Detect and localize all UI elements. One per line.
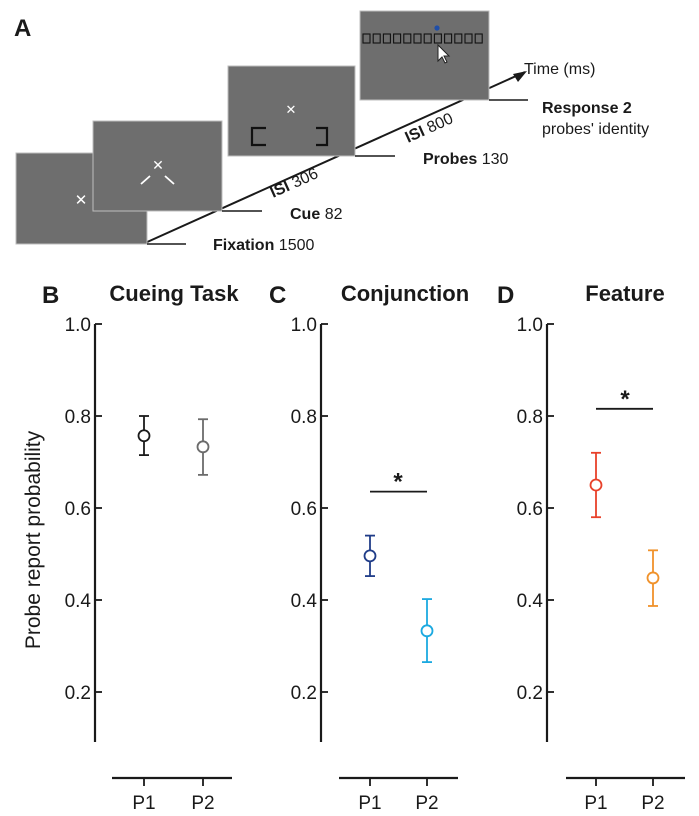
cue-line-left: [140, 175, 151, 185]
y-tick-label: 0.8: [517, 407, 543, 428]
chart-panel-b: B Cueing Task 0.2 0.4 0.6 0.8 1.0 P1 P2: [42, 281, 239, 814]
response-glyph: [403, 33, 412, 44]
panel-letter-d: D: [497, 282, 514, 309]
x-tick-label: P2: [641, 793, 664, 814]
panel-a-timeline: A Time (ms) ✕ ✕ ✕: [14, 10, 649, 254]
time-arrow-head: [513, 71, 527, 82]
y-tick-label: 1.0: [517, 315, 543, 336]
y-tick-label: 0.2: [65, 683, 91, 704]
x-tick-label: P1: [584, 793, 607, 814]
response-glyph: [423, 33, 432, 44]
y-tick-label: 0.4: [517, 591, 544, 612]
response-glyph: [393, 33, 402, 44]
x-tick-label: P2: [415, 793, 438, 814]
screen-response: [359, 10, 490, 101]
y-axis-label: Probe report probability: [22, 430, 45, 649]
response-glyph: [372, 33, 381, 44]
y-tick-label: 0.4: [291, 591, 318, 612]
y-tick-label: 0.8: [291, 407, 317, 428]
response-glyph: [433, 33, 442, 44]
data-point-p2: [420, 624, 434, 638]
data-point-p1: [137, 429, 151, 443]
event-cue: Cue 82: [290, 206, 343, 223]
y-tick-label: 0.6: [65, 499, 91, 520]
chart-title: Conjunction: [341, 281, 469, 306]
y-tick-label: 0.2: [517, 683, 543, 704]
response-glyph: [464, 33, 473, 44]
response-glyph: [474, 33, 483, 44]
time-axis-label: Time (ms): [524, 61, 595, 78]
y-tick-label: 0.8: [65, 407, 91, 428]
data-point-p2: [196, 440, 210, 454]
response-glyph: [454, 33, 463, 44]
panel-letter-a: A: [14, 15, 31, 42]
response-glyph: [444, 33, 453, 44]
chart-title: Feature: [585, 281, 664, 306]
isi-screen: [227, 65, 356, 157]
x-tick-label: P1: [358, 793, 381, 814]
x-tick-label: P2: [191, 793, 214, 814]
cue-line-right: [164, 175, 175, 185]
screen-isi: ✕: [227, 65, 356, 157]
screen-cue: ✕: [92, 120, 223, 212]
event-isi-1: ISI 306: [268, 165, 321, 201]
cue-cross-icon: ✕: [152, 158, 164, 174]
data-point-p2: [646, 571, 660, 585]
significance-star: *: [393, 469, 403, 496]
panel-letter-c: C: [269, 282, 286, 309]
chart-panel-d: D Feature 0.2 0.4 0.6 0.8 1.0 P1 P2 *: [497, 281, 685, 814]
panel-letter-b: B: [42, 282, 59, 309]
mouse-cursor-icon: [437, 43, 451, 64]
response-glyph: [382, 33, 391, 44]
event-fixation: Fixation 1500: [213, 237, 314, 254]
event-response-sub: probes' identity: [542, 121, 649, 138]
y-tick-label: 1.0: [291, 315, 317, 336]
placeholder-right-icon: [316, 126, 329, 147]
data-point-p1: [589, 478, 603, 492]
y-tick-label: 0.2: [291, 683, 317, 704]
chart-panel-c: C Conjunction 0.2 0.4 0.6 0.8 1.0 P1 P2 *: [269, 281, 469, 814]
y-tick-label: 1.0: [65, 315, 91, 336]
result-charts: B Cueing Task 0.2 0.4 0.6 0.8 1.0 P1 P2 C Conjunct…: [42, 281, 685, 814]
isi-cross-icon: ✕: [286, 103, 297, 118]
y-tick-label: 0.4: [65, 591, 92, 612]
event-response-title: Response 2: [542, 100, 632, 117]
response-screen: [359, 10, 490, 101]
response-glyph: [413, 33, 422, 44]
event-probes: Probes 130: [423, 151, 509, 168]
y-tick-label: 0.6: [517, 499, 543, 520]
probe-dot-icon: [434, 25, 440, 31]
response-letter-row: [362, 33, 483, 44]
placeholder-left-icon: [250, 126, 266, 147]
data-point-p1: [363, 549, 377, 563]
cue-screen: [92, 120, 223, 212]
response-glyph: [362, 33, 371, 44]
x-tick-label: P1: [132, 793, 155, 814]
chart-title: Cueing Task: [109, 281, 239, 306]
significance-star: *: [620, 386, 630, 413]
fixation-cross-icon: ✕: [75, 191, 88, 209]
y-tick-label: 0.6: [291, 499, 317, 520]
